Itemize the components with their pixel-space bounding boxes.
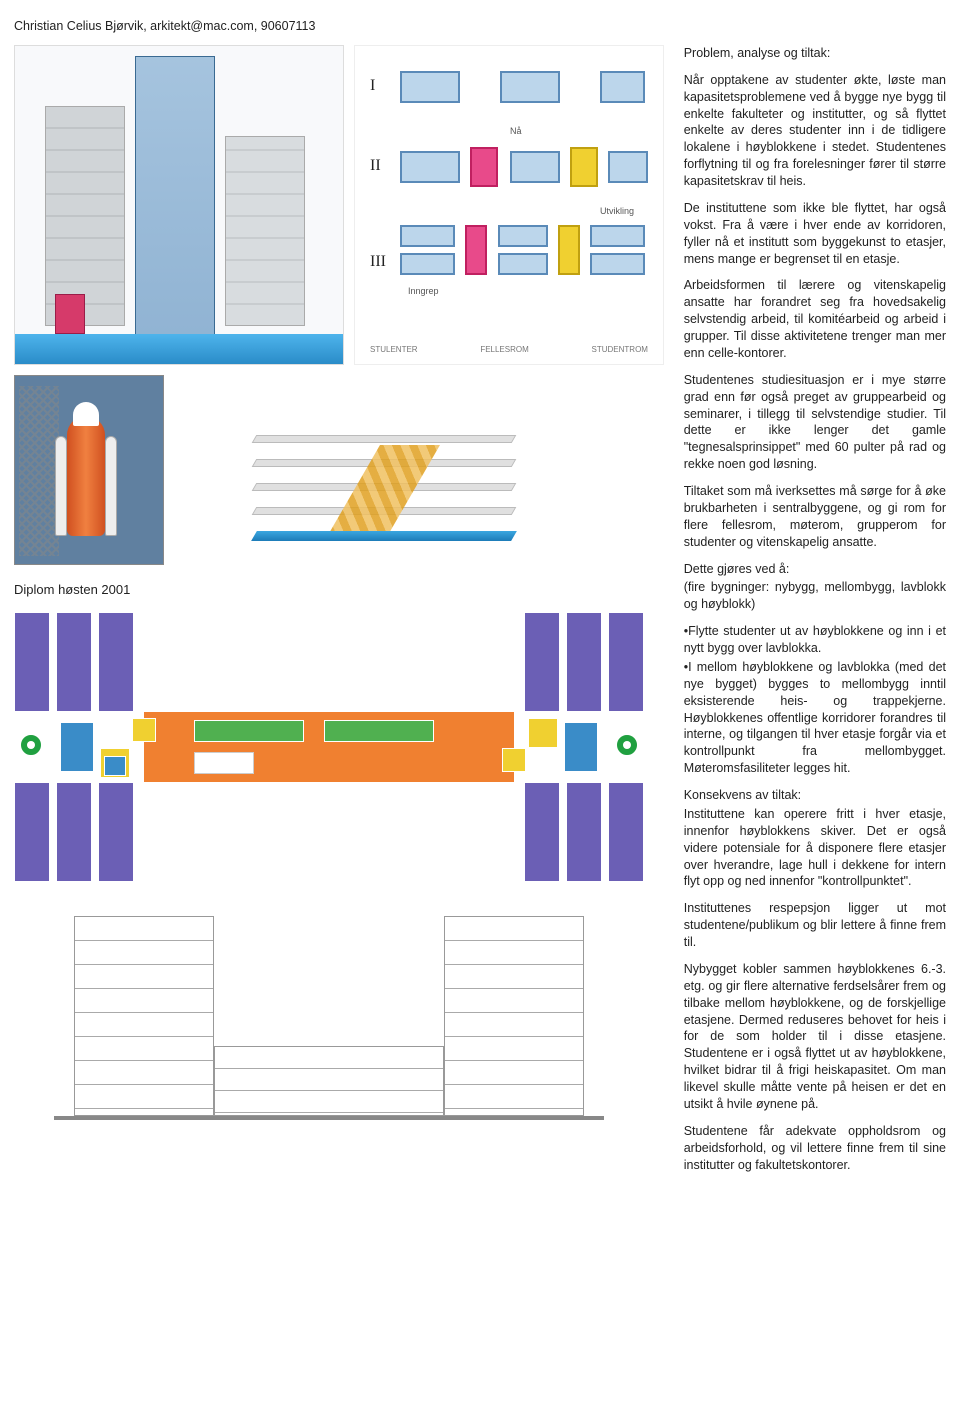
- section-bridge: [214, 1046, 444, 1116]
- consequence-4: Studentene får adekvate oppholdsrom og a…: [684, 1123, 946, 1174]
- section-title: Problem, analyse og tiltak:: [684, 45, 946, 62]
- sketch-footer: STULENTER FELLESROM STUDENTROM: [370, 345, 648, 356]
- sketch-roman-1: I: [370, 75, 375, 97]
- consequence-title: Konsekvens av tiltak:: [684, 787, 946, 804]
- section-tower-right: [444, 916, 584, 1116]
- glass-tower: [135, 56, 215, 356]
- section-drawing: [14, 906, 644, 1156]
- plan-right-wing: [514, 612, 644, 882]
- consequence-3: Nybygget kobler sammen høyblokkenes 6.-3…: [684, 961, 946, 1113]
- building-right: [225, 136, 305, 326]
- page-header: Christian Celius Bjørvik, arkitekt@mac.c…: [14, 18, 946, 35]
- diploma-caption: Diplom høsten 2001: [14, 581, 670, 599]
- consequence-1: Instituttene kan operere fritt i hver et…: [684, 806, 946, 890]
- paragraph-2: De instituttene som ikke ble flyttet, ha…: [684, 200, 946, 268]
- page-body: I Nå II Utvikling III: [14, 45, 946, 1184]
- sketch-roman-2: II: [370, 155, 381, 177]
- paragraph-1: Når opptakene av studenter økte, løste m…: [684, 72, 946, 190]
- plan-corridor: [144, 712, 514, 782]
- ground-plane: [15, 334, 343, 364]
- building-left: [45, 106, 125, 326]
- shuttle-photo: [14, 375, 164, 565]
- sketch-caption-inngrep: Inngrep: [408, 285, 439, 297]
- bullet-1: •Flytte studenter ut av høyblokkene og i…: [684, 623, 946, 657]
- plan-left-wing: [14, 612, 144, 882]
- consequence-2: Instituttenes respepsjon ligger ut mot s…: [684, 900, 946, 951]
- section-tower-left: [74, 916, 214, 1116]
- paragraph-5: Tiltaket som må iverksettes må sørge for…: [684, 483, 946, 551]
- paragraph-7: (fire bygninger: nybygg, mellombygg, lav…: [684, 579, 946, 613]
- perspective-rendering: [14, 45, 344, 365]
- left-column: I Nå II Utvikling III: [14, 45, 670, 1184]
- red-element: [55, 294, 85, 334]
- sketch-caption-utvikling: Utvikling: [600, 205, 634, 217]
- axonometric-diagram: [234, 415, 534, 565]
- bullet-2: •I mellom høyblokkene og lavblokka (med …: [684, 659, 946, 777]
- paragraph-4: Studentenes studiesituasjon er i mye stø…: [684, 372, 946, 473]
- paragraph-3: Arbeidsformen til lærere og vitenskapeli…: [684, 277, 946, 361]
- text-column: Problem, analyse og tiltak: Når opptaken…: [684, 45, 946, 1184]
- floor-plan: [14, 612, 644, 882]
- concept-sketches: I Nå II Utvikling III: [354, 45, 664, 365]
- sketch-roman-3: III: [370, 251, 386, 273]
- photo-wrapper: [14, 375, 164, 565]
- section-ground: [54, 1116, 604, 1120]
- mid-row: [14, 375, 670, 565]
- sketch-caption-na: Nå: [510, 125, 522, 137]
- top-row: I Nå II Utvikling III: [14, 45, 670, 365]
- paragraph-6: Dette gjøres ved å:: [684, 561, 946, 578]
